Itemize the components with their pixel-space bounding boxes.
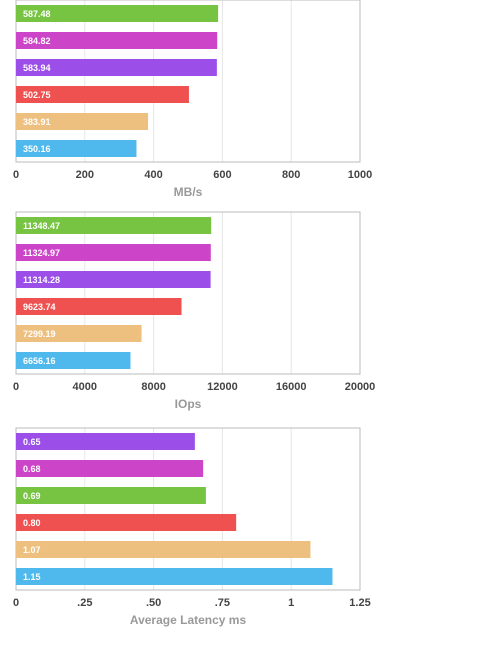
value-label: 0.80 [23, 518, 41, 528]
x-tick-label: 0 [13, 169, 19, 181]
bar [16, 271, 211, 288]
x-tick-label: 12000 [207, 381, 238, 393]
bar [16, 217, 212, 234]
value-label: 11314.28 [23, 275, 60, 285]
value-label: 0.68 [23, 464, 41, 474]
bar [16, 5, 219, 22]
bar [16, 298, 182, 315]
x-tick-label: 400 [144, 169, 162, 181]
plot-frame [15, 427, 361, 591]
plot-frame [15, 211, 361, 375]
bar [16, 244, 211, 261]
value-label: 0.69 [23, 491, 41, 501]
x-tick-label: 800 [282, 169, 300, 181]
x-tick-label: 0 [13, 597, 19, 609]
value-label: 7299.19 [23, 329, 56, 339]
value-label: 1.07 [23, 545, 41, 555]
x-axis-title: IOps [175, 397, 202, 411]
bar [16, 487, 206, 504]
value-label: 6656.16 [23, 356, 56, 366]
x-tick-label: .25 [77, 597, 92, 609]
value-label: 383.91 [23, 117, 51, 127]
bar [16, 140, 137, 157]
bar [16, 352, 131, 369]
value-label: 9623.74 [23, 302, 56, 312]
value-label: 584.82 [23, 36, 51, 46]
bar [16, 433, 195, 450]
value-label: 587.48 [23, 9, 51, 19]
value-label: 11348.47 [23, 221, 60, 231]
x-tick-label: 4000 [73, 381, 97, 393]
bar [16, 325, 142, 342]
x-tick-label: .75 [215, 597, 230, 609]
bar [16, 568, 333, 585]
bar [16, 460, 204, 477]
value-label: 583.94 [23, 63, 51, 73]
value-label: 0.65 [23, 437, 41, 447]
bar [16, 541, 311, 558]
bar [16, 32, 218, 49]
x-tick-label: 8000 [141, 381, 165, 393]
x-axis-title: MB/s [174, 185, 203, 199]
bar [16, 113, 149, 130]
bar [16, 514, 237, 531]
x-tick-label: 20000 [345, 381, 376, 393]
bar [16, 86, 189, 103]
x-tick-label: 1 [288, 597, 294, 609]
value-label: 502.75 [23, 90, 51, 100]
value-label: 350.16 [23, 144, 51, 154]
value-label: 1.15 [23, 572, 41, 582]
x-tick-label: 200 [76, 169, 94, 181]
x-tick-label: 1000 [348, 169, 372, 181]
x-tick-label: .50 [146, 597, 161, 609]
value-label: 11324.97 [23, 248, 60, 258]
x-tick-label: 0 [13, 381, 19, 393]
plot-frame [15, 0, 361, 163]
x-tick-label: 1.25 [349, 597, 370, 609]
x-tick-label: 16000 [276, 381, 307, 393]
x-axis-title: Average Latency ms [130, 613, 247, 627]
x-tick-label: 600 [213, 169, 231, 181]
bar [16, 59, 217, 76]
